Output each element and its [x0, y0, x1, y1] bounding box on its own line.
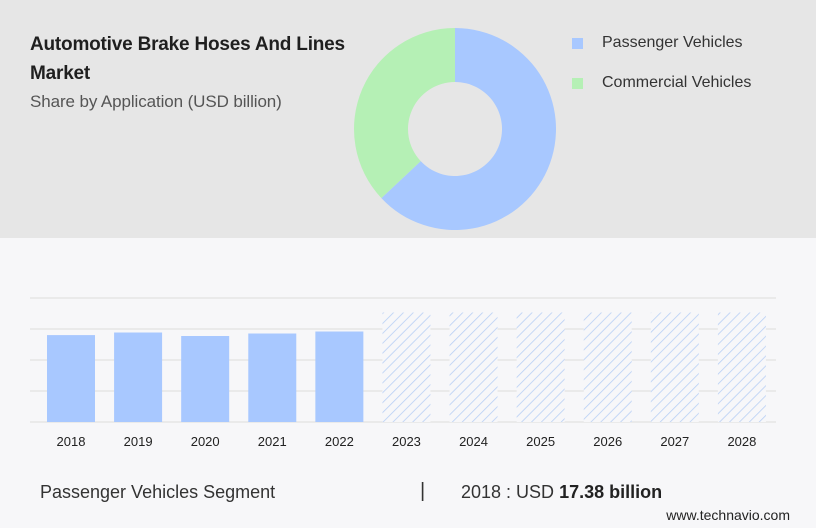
- x-tick-label-2020: 2020: [191, 434, 220, 449]
- bar-2022: [315, 331, 364, 422]
- footer-divider: |: [420, 480, 426, 502]
- bar-chart: 2018 2019 2020 2021 2022 2023 2024 2025 2026 2027…: [30, 297, 776, 449]
- x-tick-label-2027: 2027: [660, 434, 689, 449]
- forecast-bar-2025: [516, 312, 565, 422]
- legend: Passenger Vehicles Commercial Vehicles: [572, 32, 751, 112]
- chart-subtitle: Share by Application (USD billion): [30, 92, 282, 111]
- legend-label-passenger: Passenger Vehicles: [602, 34, 743, 51]
- chart-title: Automotive Brake Hoses And Lines Market: [30, 34, 345, 84]
- forecast-bar-2023: [382, 312, 431, 422]
- bar-2019: [114, 332, 163, 422]
- segment-label: Passenger Vehicles Segment: [40, 482, 276, 502]
- legend-label-commercial: Commercial Vehicles: [602, 74, 752, 91]
- x-tick-label-2028: 2028: [727, 434, 756, 449]
- forecast-bar-2026: [583, 312, 632, 422]
- bar-2018: [47, 335, 95, 422]
- x-tick-label-2018: 2018: [57, 434, 86, 449]
- segment-value: 2018 : USD 17.38 billion: [461, 482, 662, 503]
- bar-2020: [181, 336, 230, 422]
- x-tick-label-2019: 2019: [124, 434, 153, 449]
- forecast-bar-2028: [717, 312, 766, 422]
- legend-item-passenger: Passenger Vehicles: [572, 32, 751, 54]
- legend-swatch-commercial: [572, 77, 583, 89]
- x-tick-label-2021: 2021: [258, 434, 287, 449]
- forecast-bar-2024: [449, 312, 498, 422]
- segment-value-amount: 17.38 billion: [559, 482, 663, 502]
- donut-slice-passenger: [381, 28, 556, 230]
- bar-2021: [248, 333, 297, 422]
- x-tick-label-2024: 2024: [459, 434, 488, 449]
- x-tick-label-2025: 2025: [526, 434, 555, 449]
- x-tick-label-2022: 2022: [325, 434, 354, 449]
- legend-swatch-passenger: [572, 37, 583, 49]
- segment-value-prefix: 2018 : USD: [461, 482, 560, 502]
- brand-url: www.technavio.com: [666, 507, 790, 523]
- donut-slice-commercial: [354, 28, 455, 199]
- x-tick-label-2026: 2026: [593, 434, 622, 449]
- x-tick-label-2023: 2023: [392, 434, 421, 449]
- legend-item-commercial: Commercial Vehicles: [572, 72, 751, 94]
- forecast-bar-2027: [650, 312, 699, 422]
- donut-chart: [354, 28, 556, 230]
